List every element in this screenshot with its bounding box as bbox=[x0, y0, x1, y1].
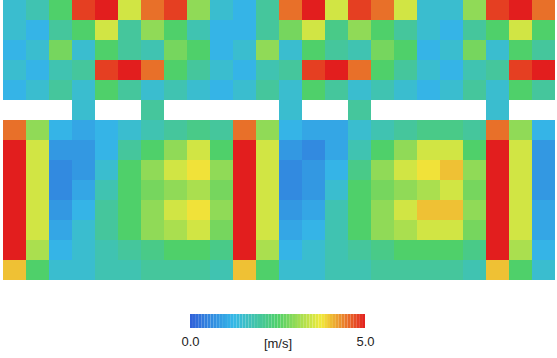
svg-text:0.0: 0.0 bbox=[181, 334, 199, 349]
svg-text:5.0: 5.0 bbox=[356, 334, 374, 349]
svg-text:[m/s]: [m/s] bbox=[264, 336, 292, 351]
